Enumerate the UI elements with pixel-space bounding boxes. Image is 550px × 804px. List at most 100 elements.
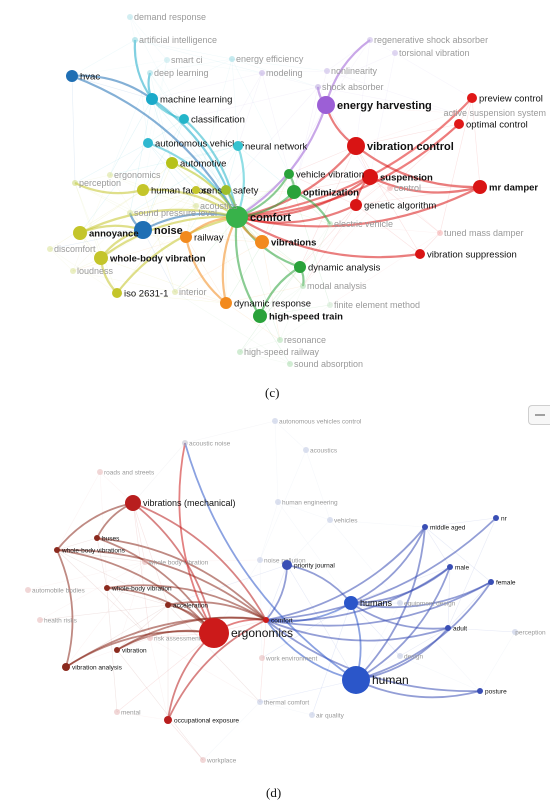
link-ergonomics-d-vibrations-mech <box>132 502 215 634</box>
background-link <box>106 587 118 713</box>
background-link <box>389 187 441 234</box>
node-automotive[interactable] <box>166 157 178 169</box>
label-risk-assessment: risk assessment <box>154 635 201 642</box>
label-perception: perception <box>79 178 121 188</box>
label-whole-body-vibration: whole-body vibration <box>109 253 206 264</box>
background-link <box>369 52 396 178</box>
background-link <box>424 526 492 583</box>
background-link <box>239 351 291 365</box>
background-link <box>149 59 168 74</box>
label-workplace: workplace <box>206 757 237 764</box>
node-occupational-exposure[interactable] <box>164 716 172 724</box>
background-link <box>447 581 492 629</box>
node-posture[interactable] <box>477 688 483 694</box>
label-vehicle-vibration: vehicle vibration <box>296 169 364 180</box>
node-adult[interactable] <box>445 625 451 631</box>
background-link <box>174 291 227 304</box>
background-link <box>265 564 288 621</box>
label-priority-journal: priority journal <box>294 562 335 569</box>
background-link <box>202 701 261 761</box>
node-machine-learning[interactable] <box>146 93 158 105</box>
node-energy-harvesting[interactable] <box>317 96 335 114</box>
node-hvac[interactable] <box>66 70 78 82</box>
node-human-d[interactable] <box>342 666 370 694</box>
link-comfort-annoyance <box>79 208 238 234</box>
node-neural-network[interactable] <box>233 141 243 151</box>
link-comfort-vibration-suppression <box>236 216 421 259</box>
node-vibration-analysis[interactable] <box>62 663 70 671</box>
background-link <box>239 285 304 353</box>
background-link <box>167 564 288 606</box>
background-link <box>329 519 401 604</box>
node-vibration-d[interactable] <box>114 647 120 653</box>
node-iso-2631-1[interactable] <box>112 288 122 298</box>
node-buses[interactable] <box>94 535 100 541</box>
node-mr-damper[interactable] <box>473 180 487 194</box>
node-equipment-design <box>397 600 403 606</box>
node-dynamic-analysis[interactable] <box>294 261 306 273</box>
node-suspension[interactable] <box>362 169 378 185</box>
node-ergonomics-d[interactable] <box>199 618 229 648</box>
node-vibrations-mech[interactable] <box>125 495 141 511</box>
node-vehicle-vibration[interactable] <box>284 169 294 179</box>
node-vibration-control[interactable] <box>347 137 365 155</box>
label-health-risks: health risks <box>44 617 78 624</box>
node-optimization[interactable] <box>287 185 301 199</box>
node-human-factors[interactable] <box>137 184 149 196</box>
background-link <box>147 142 197 207</box>
background-link <box>369 176 481 188</box>
node-vibrations[interactable] <box>255 235 269 249</box>
label-acoustic-noise: acoustic noise <box>189 440 231 447</box>
background-link <box>149 72 227 191</box>
node-humans-d[interactable] <box>344 596 358 610</box>
background-link <box>149 72 185 120</box>
node-railway[interactable] <box>180 231 192 243</box>
background-link <box>49 248 118 294</box>
node-high-speed-train[interactable] <box>253 309 267 323</box>
node-autonomous-vehicles[interactable] <box>143 138 153 148</box>
link-human-d-middle-aged <box>355 526 426 681</box>
node-safety[interactable] <box>221 185 231 195</box>
node-annoyance[interactable] <box>73 226 87 240</box>
node-nr[interactable] <box>493 515 499 521</box>
label-modeling: modeling <box>266 68 303 78</box>
node-sound-absorption <box>287 361 293 367</box>
link-comfort-optimal-control <box>236 123 460 219</box>
node-dynamic-response[interactable] <box>220 297 232 309</box>
node-priority-journal[interactable] <box>282 560 292 570</box>
node-acceleration[interactable] <box>165 602 171 608</box>
background-link <box>479 631 516 692</box>
label-suspension: suspension <box>380 172 433 183</box>
node-whole-body-vib-d[interactable] <box>104 585 110 591</box>
background-link <box>49 248 74 272</box>
node-preview-control[interactable] <box>467 93 477 103</box>
background-link <box>174 291 291 365</box>
background-link <box>355 39 371 147</box>
label-human-factors: human factors <box>151 185 211 196</box>
node-whole-body-vibrations[interactable] <box>54 547 60 553</box>
node-male[interactable] <box>447 564 453 570</box>
node-optimal-control[interactable] <box>454 119 464 129</box>
node-vibration-suppression[interactable] <box>415 249 425 259</box>
background-link <box>72 236 187 272</box>
label-acoustics: acoustics <box>200 201 238 211</box>
background-link <box>239 266 301 353</box>
node-noise[interactable] <box>134 221 152 239</box>
node-comfort-d[interactable] <box>263 617 269 623</box>
background-link <box>106 587 169 606</box>
node-classification[interactable] <box>179 114 189 124</box>
background-link <box>424 517 497 528</box>
node-female[interactable] <box>488 579 494 585</box>
side-panel-tab[interactable] <box>528 405 550 425</box>
node-comfort[interactable] <box>226 206 248 228</box>
node-whole-body-vibration[interactable] <box>94 251 108 265</box>
link-perception-human-factors <box>74 182 144 195</box>
background-link <box>147 142 239 147</box>
node-middle-aged[interactable] <box>422 524 428 530</box>
background-link <box>71 59 168 77</box>
node-sensor[interactable] <box>192 186 200 194</box>
node-genetic-algorithm[interactable] <box>350 199 362 211</box>
background-link <box>144 559 261 563</box>
link-vibrations-mech-whole-body-vibrations <box>56 502 134 551</box>
background-link <box>142 162 173 231</box>
